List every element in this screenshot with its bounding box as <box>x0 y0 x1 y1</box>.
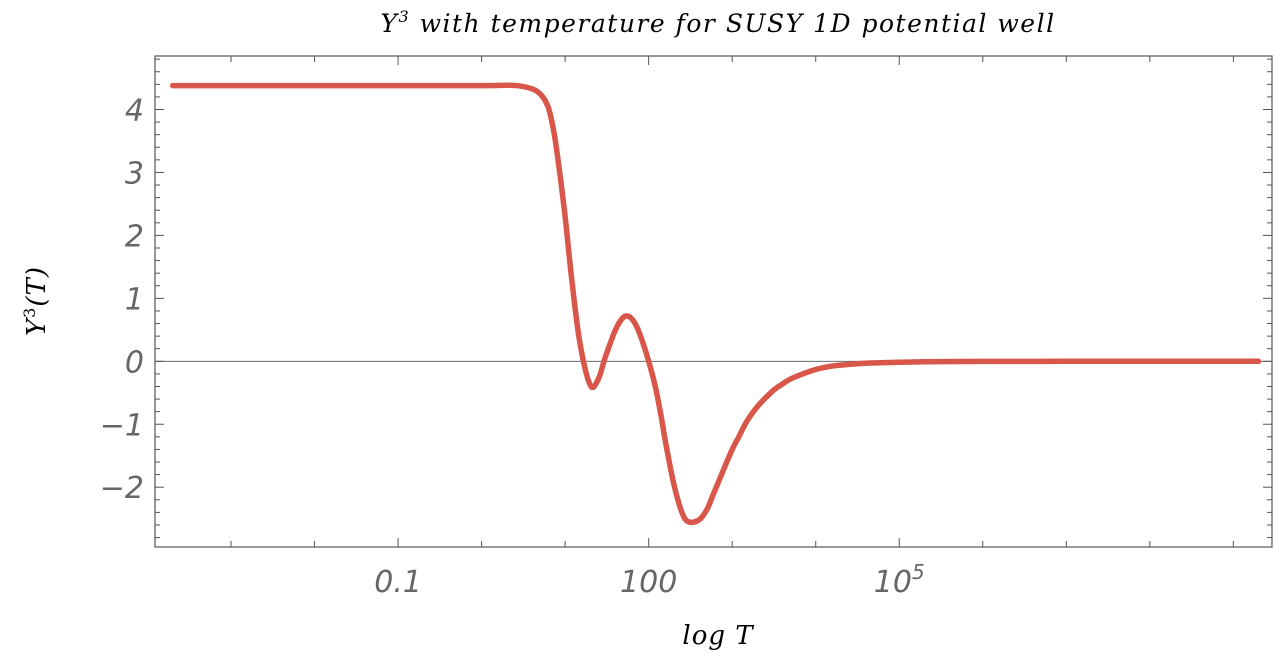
x-tick-label: 105 <box>874 560 925 600</box>
x-tick-labels: 0.1 100 105 <box>374 560 924 600</box>
y-tick-label: 4 <box>125 94 144 129</box>
y-tick-labels: −2 −1 0 1 2 3 4 <box>100 94 144 507</box>
y-axis-ticks <box>155 58 1272 539</box>
y-tick-label: −2 <box>100 471 144 506</box>
series-line <box>169 82 1262 526</box>
plot-frame <box>154 55 1273 548</box>
y-tick-label: 3 <box>125 156 144 191</box>
y-tick-label: 0 <box>125 345 144 380</box>
x-tick-label: 0.1 <box>374 565 422 600</box>
y-tick-label: 2 <box>125 219 144 254</box>
y-tick-label: −1 <box>100 408 144 443</box>
y-tick-label: 1 <box>125 282 144 317</box>
x-axis-ticks <box>230 56 1234 547</box>
chart-title: Y3 with temperature for SUSY 1D potentia… <box>380 7 1055 38</box>
y-axis-label: Y3(T) <box>20 266 52 336</box>
x-axis-label: log T <box>682 621 754 651</box>
x-tick-label: 100 <box>620 565 677 600</box>
